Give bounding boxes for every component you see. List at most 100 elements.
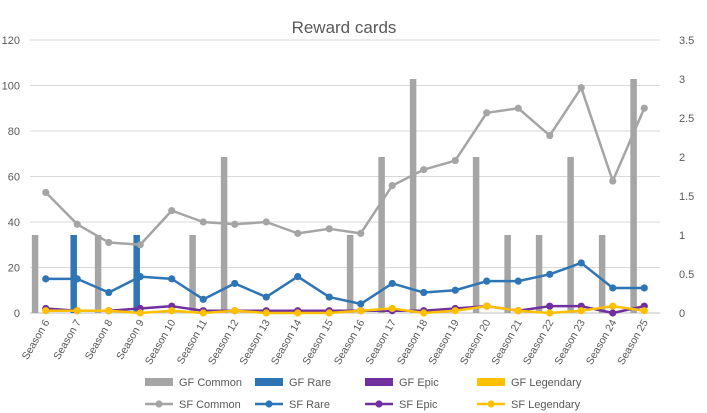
data-point [42, 188, 50, 197]
data-point [640, 284, 648, 292]
data-point [420, 288, 428, 297]
data-point [357, 229, 365, 237]
bar [409, 79, 417, 313]
data-point [231, 220, 239, 228]
data-point [73, 307, 81, 315]
data-point [546, 270, 554, 278]
data-point [136, 309, 144, 317]
data-point [609, 177, 617, 185]
legend-label: SF Legendary [511, 399, 581, 411]
data-point [325, 309, 333, 317]
data-point [168, 207, 176, 215]
data-point [609, 284, 617, 292]
data-point [451, 286, 459, 294]
data-point [231, 279, 239, 288]
data-point [294, 273, 302, 281]
data-point [483, 109, 491, 117]
right-tick-label: 3 [679, 74, 685, 86]
left-axis: 0 20 40 60 80 100 120 [2, 35, 20, 320]
data-point [546, 131, 554, 140]
bar [630, 79, 637, 313]
legend-marker [487, 400, 495, 408]
data-point [420, 309, 428, 317]
left-tick-label: 80 [8, 126, 20, 138]
data-point [388, 304, 396, 313]
legend-label: GF Legendary [511, 377, 582, 389]
legend-marker [265, 400, 273, 408]
legend-label: SF Common [179, 399, 241, 411]
bar [70, 235, 77, 313]
legend-marker [375, 400, 383, 408]
data-point [483, 302, 491, 310]
data-point [514, 104, 522, 112]
right-tick-label: 2 [679, 152, 685, 164]
left-tick-label: 40 [8, 217, 20, 229]
data-point [546, 302, 554, 310]
data-point [262, 293, 270, 301]
bar [220, 157, 228, 313]
series-line [45, 304, 645, 315]
data-point [325, 293, 333, 301]
data-point [514, 307, 522, 315]
data-point [294, 309, 302, 317]
data-point [42, 307, 50, 315]
bar [94, 235, 102, 313]
series-line [45, 261, 645, 306]
bar [133, 235, 140, 313]
data-point [451, 156, 459, 165]
left-tick-label: 100 [2, 81, 20, 93]
left-tick-label: 60 [8, 172, 20, 184]
legend-swatch [145, 378, 173, 386]
right-tick-label: 1 [679, 230, 685, 242]
legend-label: GF Rare [289, 377, 331, 389]
data-point [388, 279, 396, 288]
legend-swatch [365, 378, 393, 386]
data-point [577, 84, 585, 92]
data-point [514, 277, 522, 285]
bar [31, 235, 39, 313]
data-point [640, 307, 648, 315]
bar [378, 157, 385, 313]
data-point [420, 166, 428, 174]
legend-swatch [255, 378, 283, 386]
legend-marker [155, 400, 163, 408]
data-point [451, 307, 459, 315]
data-point [136, 241, 144, 249]
data-point [577, 307, 585, 315]
right-tick-label: 3.5 [679, 35, 694, 47]
bar-series-group [31, 79, 637, 313]
legend-label: GF Epic [399, 377, 439, 389]
right-axis: 0 0.5 1 1.5 2 2.5 3 3.5 [679, 35, 694, 320]
legend-swatch [477, 378, 505, 386]
data-point [42, 275, 50, 283]
line-series-group [42, 84, 648, 317]
left-tick-label: 120 [2, 35, 20, 47]
bar [346, 235, 354, 313]
bar [535, 235, 543, 313]
data-point [168, 275, 176, 283]
data-point [199, 295, 207, 303]
data-point [105, 288, 113, 297]
series-line [44, 86, 646, 246]
data-point [640, 104, 648, 112]
legend-label: SF Epic [399, 399, 438, 411]
bar [567, 157, 574, 313]
data-point [357, 307, 365, 315]
data-point [73, 275, 81, 283]
data-point [105, 307, 113, 315]
data-point [136, 273, 144, 281]
right-tick-label: 2.5 [679, 113, 694, 125]
right-tick-label: 0 [679, 308, 685, 320]
data-point [609, 302, 617, 310]
data-point [168, 307, 176, 315]
data-point [325, 225, 333, 233]
bar [472, 157, 480, 313]
data-point [262, 309, 270, 317]
chart-title: Reward cards [292, 18, 397, 37]
legend-label: SF Rare [289, 399, 330, 411]
right-tick-label: 1.5 [679, 191, 694, 203]
data-point [231, 307, 239, 315]
data-point [262, 218, 270, 226]
